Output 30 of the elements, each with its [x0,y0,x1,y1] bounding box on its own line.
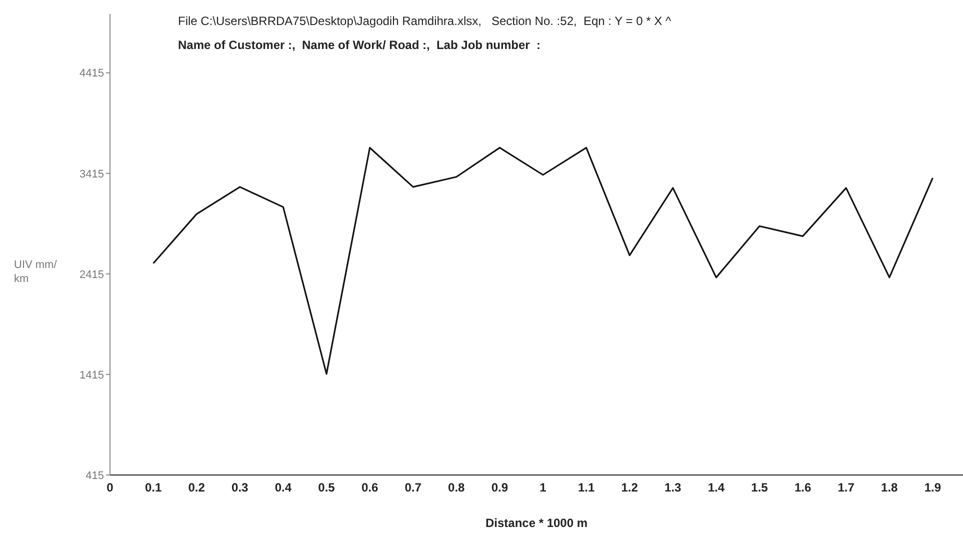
x-tick-label: 1.4 [708,480,725,495]
x-tick-label: 1.1 [578,480,595,495]
x-tick-label: 0.5 [318,480,336,495]
y-axis-title: UIV mm/ km [14,258,58,286]
y-tick-label: 3415 [80,168,104,180]
x-tick-label: 1.8 [881,480,898,495]
x-tick-label: 0.6 [361,480,378,495]
annotation: Name of Customer :, Name of Work/ Road :, Lab Job number : [178,38,540,52]
x-tick-label: 1.7 [838,480,855,495]
x-tick-label: 0.9 [491,480,508,495]
x-tick-label: 1.6 [794,480,812,495]
x-tick-label: 1.3 [664,480,682,495]
annotation: File C:\Users\BRRDA75\Desktop\Jagodih Ramdihra.xlsx, Section No. :52, Eqn : Y = 0 * X ^ [178,14,672,28]
x-tick-label: 0.2 [188,480,206,495]
y-tick-label: 4415 [80,68,104,80]
x-tick-label: 1.9 [924,480,942,495]
x-tick-label: 1 [540,480,547,495]
x-tick-label: 0.1 [144,480,162,495]
x-tick-label: 0.7 [404,480,422,495]
x-tick-label: 0.3 [232,480,249,495]
x-axis-title: Distance * 1000 m [485,516,588,530]
x-tick-label: 0.4 [274,480,292,495]
x-tick-label: 0 [106,480,114,495]
x-tick-label: 1.5 [751,480,768,495]
y-tick-label: 415 [86,470,104,482]
x-tick-label: 0.8 [448,480,466,495]
x-tick-label: 1.2 [621,480,638,495]
y-tick-label: 2415 [80,268,104,281]
line-series [152,146,934,375]
y-tick-label: 1415 [80,369,104,382]
